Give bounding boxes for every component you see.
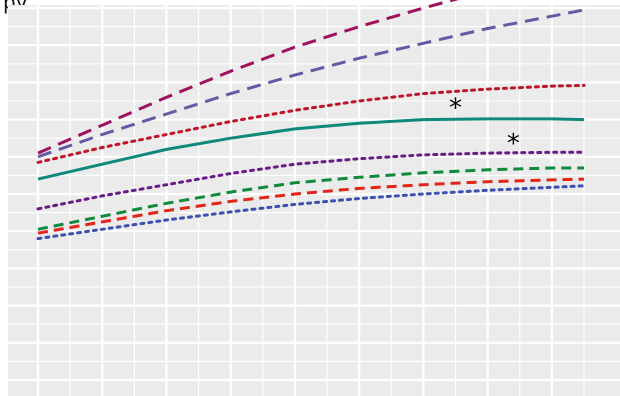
significance-marker: * xyxy=(449,94,462,124)
series-line-3 xyxy=(36,83,586,164)
series-line-8 xyxy=(36,184,586,241)
series-line-5 xyxy=(36,150,586,211)
annotation-marks: ** xyxy=(449,94,520,159)
series-line-2 xyxy=(37,8,585,159)
significance-marker: * xyxy=(507,129,520,159)
series-line-4 xyxy=(37,117,585,181)
series-line-7 xyxy=(37,177,585,235)
series-lines xyxy=(36,0,586,241)
series-line-1 xyxy=(37,0,459,155)
series-line-6 xyxy=(37,166,584,231)
